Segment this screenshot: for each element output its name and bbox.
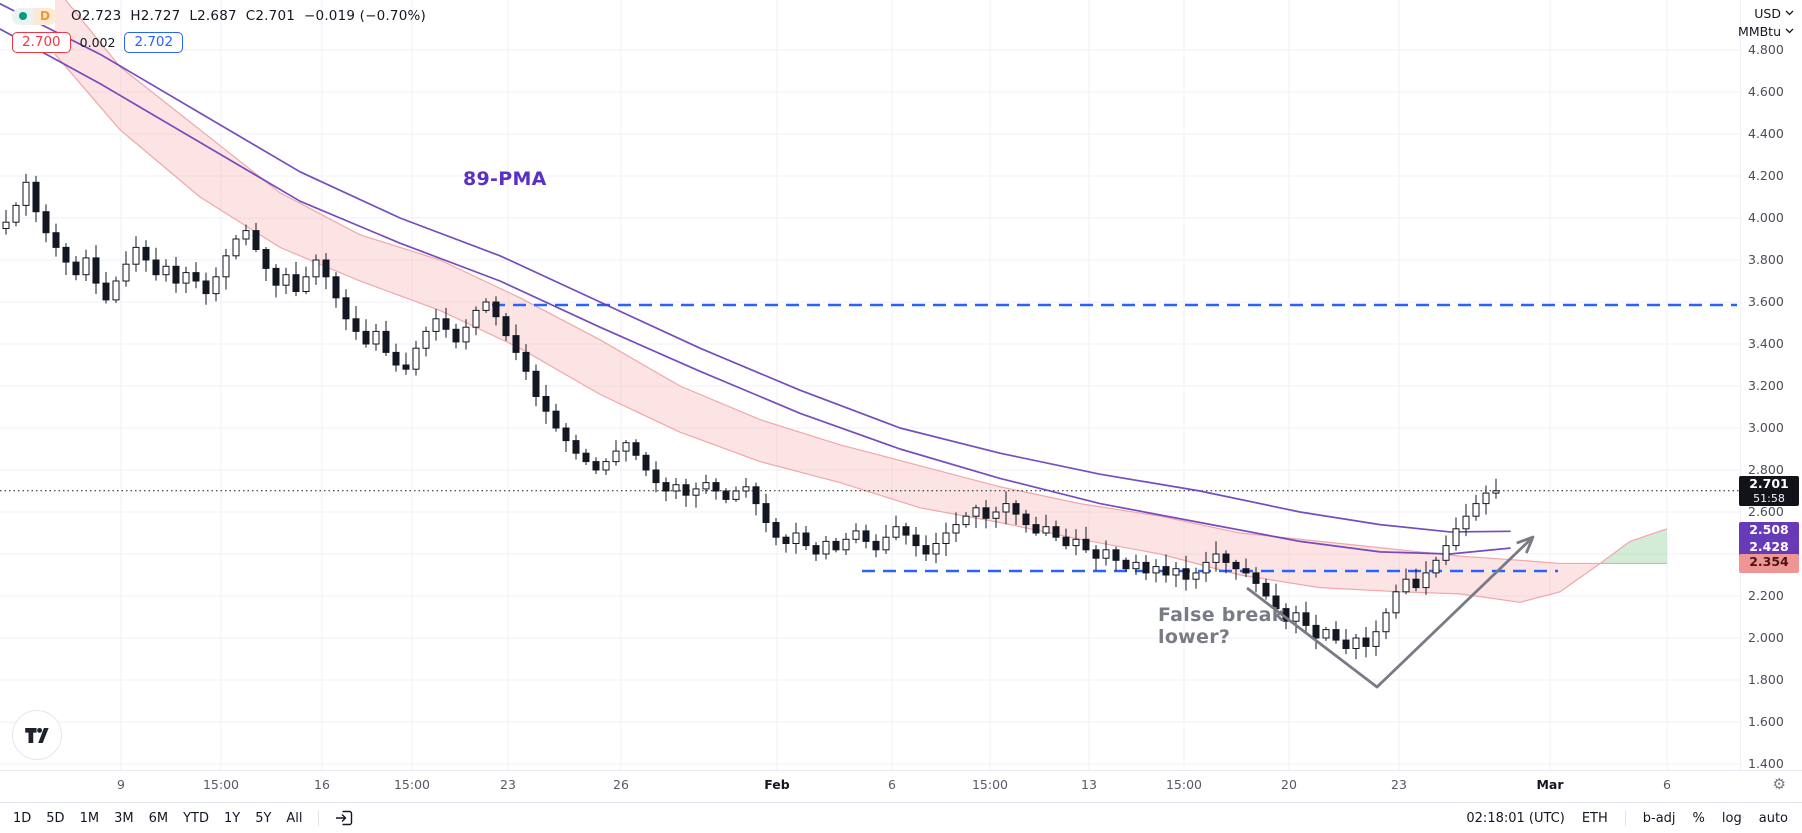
x-axis-label: 9 [117, 777, 125, 792]
tradingview-logo-icon [24, 727, 49, 743]
y-axis-label: 4.200 [1748, 168, 1784, 183]
range-button-1M[interactable]: 1M [79, 810, 100, 826]
toolbar-divider [1624, 810, 1626, 826]
x-axis-label: 15:00 [1165, 777, 1203, 792]
unit-selectors: USD MMBtu [1738, 4, 1794, 40]
y-axis-label: 4.000 [1748, 210, 1784, 225]
buy-price-button[interactable]: 2.702 [124, 32, 184, 53]
unit-label: MMBtu [1738, 23, 1781, 39]
y-axis-label: 2.800 [1748, 462, 1784, 477]
y-axis-label: 2.600 [1748, 504, 1784, 519]
x-axis-label: 15:00 [971, 777, 1009, 792]
range-button-5D[interactable]: 5D [46, 810, 65, 826]
go-to-date-icon[interactable] [334, 808, 354, 828]
x-axis-label: 15:00 [202, 777, 240, 792]
auto-toggle[interactable]: auto [1758, 810, 1788, 826]
timeframe-label: D [33, 7, 57, 25]
ohlc-values: O2.723 H2.727 L2.687 C2.701 −0.019 (−0.7… [70, 8, 426, 24]
x-axis-label: 20 [1281, 777, 1297, 792]
x-axis-label: 6 [888, 777, 896, 792]
currency-label: USD [1754, 5, 1781, 21]
gear-icon[interactable]: ⚙ [1772, 775, 1786, 793]
clock-utc[interactable]: 02:18:01 (UTC) [1466, 810, 1565, 826]
y-axis-label: 1.800 [1748, 672, 1784, 687]
ma1-price-tag: 2.508 [1739, 521, 1799, 541]
sell-price-button[interactable]: 2.700 [12, 32, 71, 53]
y-axis-label: 3.400 [1748, 336, 1784, 351]
x-axis-label: 23 [1391, 777, 1407, 792]
symbol-legend: D O2.723 H2.727 L2.687 C2.701 −0.019 (−0… [12, 6, 426, 53]
spread-value: 0.002 [79, 35, 116, 50]
last-price-tag: 2.701 51:58 [1739, 475, 1799, 506]
x-axis-label: 16 [314, 777, 330, 792]
x-axis-label: 6 [1663, 777, 1671, 792]
range-button-6M[interactable]: 6M [148, 810, 169, 826]
range-buttons: 1D 5D 1M 3M 6M YTD 1Y 5Y All [0, 808, 354, 828]
range-button-1D[interactable]: 1D [13, 810, 32, 826]
chevron-down-icon [1785, 28, 1794, 34]
x-axis-label: 26 [613, 777, 629, 792]
ma2-price-tag: 2.428 [1739, 538, 1799, 558]
y-axis-label: 1.600 [1748, 714, 1784, 729]
timeframe-badge[interactable]: D [12, 7, 57, 25]
y-axis-label: 3.000 [1748, 420, 1784, 435]
x-axis-label: Mar [1536, 777, 1564, 792]
y-axis-label: 3.800 [1748, 252, 1784, 267]
chart-canvas[interactable] [0, 0, 1740, 770]
market-status-dot [19, 12, 27, 20]
y-axis-label: 2.000 [1748, 630, 1784, 645]
bottom-toolbar: 1D 5D 1M 3M 6M YTD 1Y 5Y All 02:18:01 (UTC) ETH … [0, 802, 1802, 833]
log-toggle[interactable]: log [1721, 810, 1742, 826]
unit-selector[interactable]: MMBtu [1738, 22, 1794, 40]
time-axis[interactable]: ⚙ 9 15:00 16 15:00 23 26 Feb 6 15:00 13 15:00 20 23 M… [0, 770, 1802, 803]
range-button-YTD[interactable]: YTD [183, 810, 209, 826]
y-axis-label: 4.400 [1748, 126, 1784, 141]
x-axis-label: 23 [500, 777, 516, 792]
y-axis-label: 4.800 [1748, 42, 1784, 57]
range-button-All[interactable]: All [286, 810, 303, 826]
false-break-label: False break lower? [1158, 604, 1285, 648]
price-axis[interactable]: 4.800 4.600 4.400 4.200 4.000 3.800 3.600 3.400… [1739, 0, 1802, 771]
currency-selector[interactable]: USD [1738, 4, 1794, 22]
range-button-5Y[interactable]: 5Y [255, 810, 272, 826]
y-axis-label: 3.600 [1748, 294, 1784, 309]
x-axis-label: Feb [764, 777, 790, 792]
y-axis-label: 2.200 [1748, 588, 1784, 603]
tradingview-logo[interactable] [12, 710, 62, 760]
y-axis-label: 3.200 [1748, 378, 1784, 393]
chevron-down-icon [1785, 10, 1794, 16]
toolbar-divider [317, 810, 319, 826]
range-button-1Y[interactable]: 1Y [223, 810, 241, 826]
pma-label: 89-PMA [463, 168, 547, 190]
y-axis-label: 1.400 [1748, 756, 1784, 771]
session-button[interactable]: ETH [1581, 810, 1608, 826]
percent-toggle[interactable]: % [1692, 810, 1705, 826]
span-price-tag: 2.354 [1739, 554, 1799, 574]
y-axis-label: 4.600 [1748, 84, 1784, 99]
adjust-toggle[interactable]: b-adj [1642, 810, 1676, 826]
x-axis-label: 13 [1081, 777, 1097, 792]
range-button-3M[interactable]: 3M [114, 810, 134, 826]
x-axis-label: 15:00 [393, 777, 431, 792]
